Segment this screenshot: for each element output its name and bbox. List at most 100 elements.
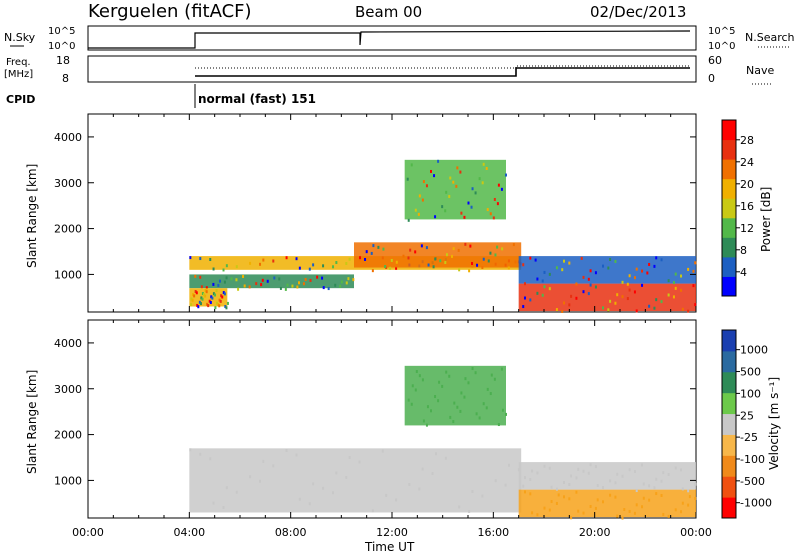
time-xlabel: Time UT	[364, 540, 415, 554]
echo-speckle	[602, 500, 605, 504]
echo-speckle	[438, 380, 441, 384]
echo-speckle	[309, 278, 312, 282]
echo-speckle	[302, 282, 305, 286]
echo-speckle	[204, 294, 207, 298]
echo-speckle	[201, 297, 204, 301]
echo-speckle	[667, 514, 670, 518]
echo-speckle	[635, 503, 638, 507]
echo-speckle	[190, 303, 193, 307]
echo-speckle	[548, 508, 551, 512]
echo-speckle	[555, 487, 558, 491]
echo-speckle	[471, 187, 474, 191]
y-tick-label: 4000	[54, 337, 82, 350]
echo-speckle	[298, 497, 301, 501]
colorbar-swatch	[722, 455, 736, 477]
echo-speckle	[224, 305, 227, 309]
echo-speckle	[563, 495, 565, 499]
echo-speckle	[421, 198, 424, 202]
echo-speckle	[485, 406, 488, 410]
colorbar-swatch	[722, 217, 736, 238]
echo-speckle	[248, 285, 251, 289]
echo-speckle	[507, 463, 510, 467]
echo-speckle	[334, 283, 337, 287]
echo-speckle	[197, 305, 200, 309]
echo-speckle	[215, 301, 218, 305]
echo-speckle	[431, 472, 434, 476]
echo-speckle	[347, 277, 350, 281]
echo-speckle	[692, 284, 695, 288]
echo-speckle	[200, 285, 203, 289]
echo-speckle	[607, 308, 610, 312]
echo-speckle	[335, 261, 338, 265]
echo-speckle	[421, 378, 424, 382]
echo-speckle	[426, 405, 429, 409]
echo-speckle	[563, 481, 565, 485]
echo-speckle	[616, 293, 619, 297]
echo-speckle	[471, 367, 474, 371]
colorbar-swatch	[722, 276, 736, 297]
echo-speckle	[298, 281, 301, 285]
echo-speckle	[430, 169, 432, 173]
echo-speckle	[434, 452, 437, 456]
echo-speckle	[191, 298, 194, 302]
echo-speckle	[596, 484, 599, 488]
echo-band	[518, 489, 696, 518]
echo-band	[518, 462, 696, 490]
echo-speckle	[501, 408, 504, 412]
echo-speckle	[433, 174, 436, 178]
echo-speckle	[196, 303, 199, 307]
colorbar-swatch	[722, 139, 736, 160]
nave-label: Nave	[746, 64, 774, 77]
echo-speckle	[529, 298, 532, 302]
freq-frame	[87, 55, 697, 83]
colorbar-tick-label: 20	[740, 178, 754, 191]
echo-speckle	[692, 269, 695, 273]
echo-speckle	[385, 493, 388, 497]
echo-speckle	[582, 275, 585, 279]
echo-speckle	[497, 183, 500, 187]
echo-speckle	[218, 304, 221, 308]
echo-speckle	[255, 282, 258, 286]
echo-speckle	[298, 266, 301, 270]
echo-speckle	[687, 489, 690, 493]
colorbar-swatch	[722, 256, 736, 277]
nsky-tick-top: 10^5	[48, 26, 75, 37]
x-tick-label: 00:00	[680, 526, 712, 539]
echo-speckle	[557, 493, 560, 497]
echo-speckle	[493, 377, 496, 381]
echo-speckle	[452, 420, 455, 424]
echo-speckle	[561, 268, 564, 272]
echo-speckle	[340, 280, 343, 284]
echo-speckle	[529, 256, 532, 260]
echo-speckle	[568, 261, 571, 265]
echo-speckle	[482, 402, 485, 406]
freq-panel: Freq. [MHz] 18 8 60 0 Nave	[4, 54, 774, 85]
freq-label-2: [MHz]	[4, 69, 33, 80]
colorbar-swatch	[722, 159, 736, 180]
echo-speckle	[441, 205, 444, 209]
freq-trace	[195, 67, 690, 77]
echo-speckle	[648, 304, 651, 308]
echo-speckle	[589, 463, 592, 467]
echo-band	[404, 159, 506, 220]
echo-speckle	[418, 374, 421, 378]
echo-speckle	[468, 269, 471, 273]
y-tick-label: 1000	[54, 474, 82, 487]
echo-speckle	[550, 500, 553, 504]
echo-speckle	[452, 247, 455, 251]
echo-speckle	[626, 282, 629, 286]
echo-speckle	[432, 265, 435, 269]
echo-speckle	[272, 464, 275, 468]
echo-speckle	[523, 282, 526, 286]
echo-speckle	[628, 509, 631, 513]
echo-speckle	[425, 423, 428, 427]
echo-speckle	[453, 401, 456, 405]
echo-speckle	[602, 306, 605, 310]
echo-speckle	[434, 395, 437, 399]
echo-speckle	[587, 292, 590, 296]
echo-speckle	[607, 266, 610, 270]
echo-speckle	[523, 490, 526, 494]
echo-speckle	[548, 287, 551, 291]
echo-speckle	[523, 296, 526, 300]
